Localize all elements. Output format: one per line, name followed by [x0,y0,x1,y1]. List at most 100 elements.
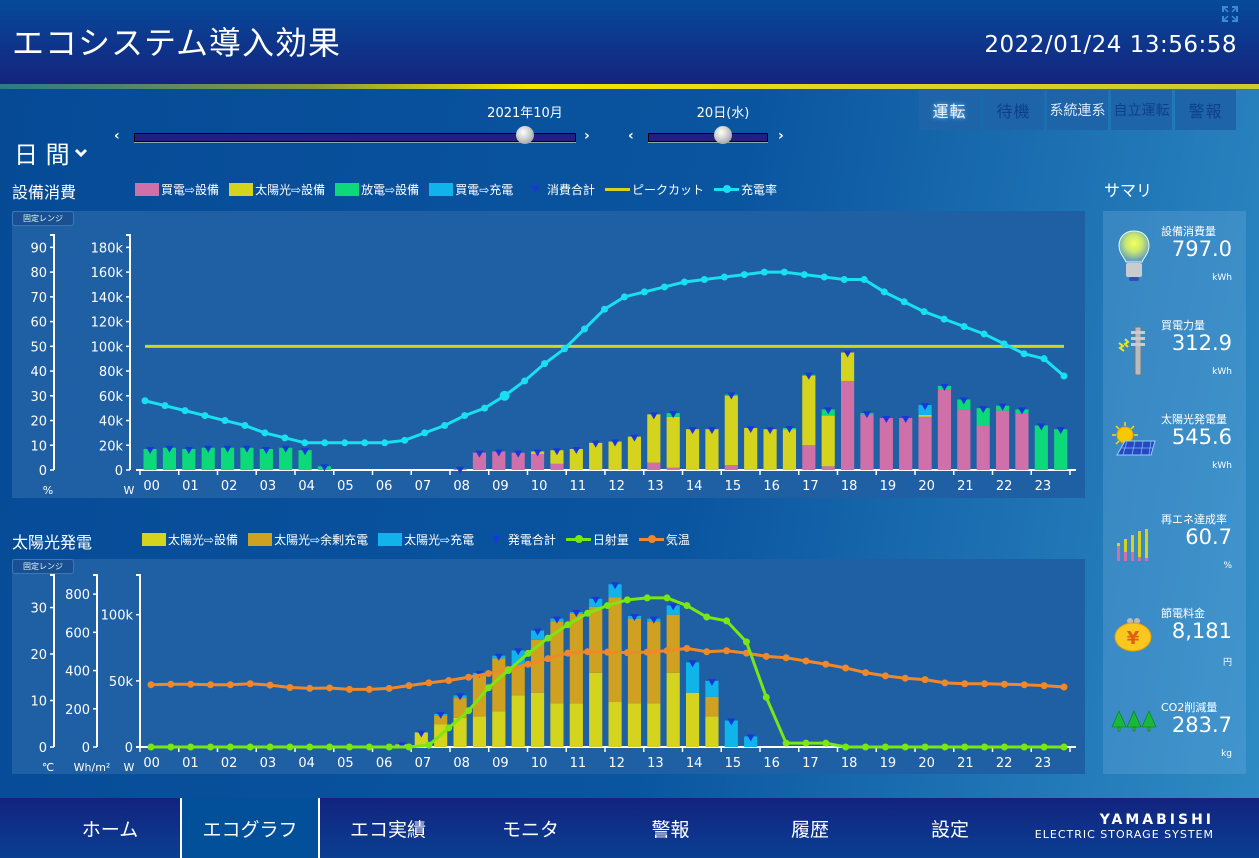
bar-segment [666,416,680,468]
legend-label: 日射量 [592,533,629,547]
nav-monitor[interactable]: モニタ [501,818,559,841]
bar-segment [472,452,487,470]
summary-unit: kWh [1212,367,1232,377]
svg-text:80: 80 [30,266,47,281]
day-slider-track[interactable] [648,133,768,142]
day-prev-button[interactable]: ‹ [628,128,634,144]
svg-text:70: 70 [30,291,47,306]
total-marker [669,411,678,419]
svg-text:30: 30 [30,602,47,617]
summary-value: 8,181 [1171,619,1232,643]
brand-name: YAMABISHI [1099,812,1214,828]
total-marker [630,614,639,622]
legend-item: ピークカット [604,181,704,198]
month-slider[interactable]: ‹ 2021年10月 › [114,102,604,144]
bar-segment [685,429,700,470]
total-marker [1037,423,1046,431]
total-marker [417,730,426,738]
nav-alarm[interactable]: 警報 [651,818,690,841]
mode-alarm: 警報 [1175,90,1236,130]
solar-fixed-range-button[interactable]: 固定レンジ [12,559,74,574]
svg-text:80k: 80k [99,365,124,380]
total-marker [649,412,658,420]
legend-swatch [429,183,454,196]
solar-chart-panel: 0 10 20 30 0 200 400 600 800 0 50k 100k ℃ Wh/m² W 00 01 0… [12,559,1085,774]
legend-item: 太陽光⇨設備 [142,531,238,548]
svg-text:0: 0 [39,741,47,756]
solar-title: 太陽光発電 [12,533,93,552]
svg-text:14: 14 [686,479,703,494]
total-marker [591,440,600,448]
bar-segment [1054,429,1068,470]
bar-segment [647,462,661,470]
total-marker [301,448,310,456]
legend-item: 買電⇨設備 [135,181,219,198]
svg-text:Wh/m²: Wh/m² [74,761,111,774]
total-marker [494,449,503,457]
month-slider-knob[interactable] [516,126,534,144]
svg-text:10: 10 [531,756,548,771]
legend-item: 気温 [638,531,690,548]
nav-history[interactable]: 履歴 [790,818,829,841]
svg-text:0: 0 [82,741,90,756]
month-next-button[interactable]: › [584,128,590,144]
bar-segment [918,414,932,417]
total-marker [998,403,1007,411]
bar-segment [162,447,177,470]
svg-text:20k: 20k [99,439,124,454]
svg-text:120k: 120k [91,316,124,331]
day-next-button[interactable]: › [778,128,784,144]
svg-text:01: 01 [182,479,199,494]
nav-eco-results[interactable]: エコ実績 [349,818,426,841]
legend-label: ピークカット [631,183,704,197]
irradiance-line [151,596,1064,749]
period-select[interactable]: 日 間 [14,135,88,170]
month-slider-track[interactable] [134,133,576,142]
svg-text:16: 16 [763,756,780,771]
expand-icon[interactable] [1221,5,1239,23]
svg-text:W: W [124,761,135,774]
month-prev-button[interactable]: ‹ [114,128,120,144]
svg-text:W: W [124,484,135,497]
bar-segment [802,445,816,470]
bar-segment [569,613,583,704]
legend-line [604,188,630,191]
legend-label: 太陽光⇨充電 [404,533,475,547]
bar-segment [492,711,506,747]
legend-label: 買電⇨設備 [161,183,220,197]
bar-segment [530,453,545,470]
svg-text:01: 01 [182,756,199,771]
bar-segment [182,448,196,470]
triangle-marker-icon: ▼ [531,184,539,195]
triangle-marker-icon: ▼ [492,534,500,545]
nav-eco-graph[interactable]: エコグラフ [180,798,320,858]
chevron-down-icon [74,148,87,157]
bar-segment [937,389,952,470]
total-marker [262,446,271,454]
bar-segment [298,450,312,470]
legend-label: 太陽光⇨設備 [168,533,239,547]
day-slider-knob[interactable] [714,126,732,144]
bar-segment [434,715,448,725]
consumption-fixed-range-button[interactable]: 固定レンジ [12,211,74,226]
svg-text:100k: 100k [101,609,134,624]
svg-text:22: 22 [996,479,1013,494]
summary-label: 節電料金 [1161,607,1205,620]
summary-value: 60.7 [1185,525,1232,549]
nav-home[interactable]: ホーム [81,818,139,841]
total-marker [591,596,600,604]
bar-segment [666,467,680,470]
legend-swatch [335,183,360,196]
summary-unit: % [1223,561,1232,571]
bar-segment [550,450,564,464]
bar-segment [530,639,545,693]
svg-text:03: 03 [260,756,277,771]
summary-item-savings: ¥ 節電料金 8,181 円 [1103,601,1246,681]
total-marker [669,603,678,611]
bar-segment [550,703,564,747]
nav-settings[interactable]: 設定 [930,818,969,841]
day-slider[interactable]: ‹ 20日(水) › [628,102,793,144]
svg-text:23: 23 [1035,479,1052,494]
total-marker [959,397,968,405]
total-marker [572,446,581,454]
